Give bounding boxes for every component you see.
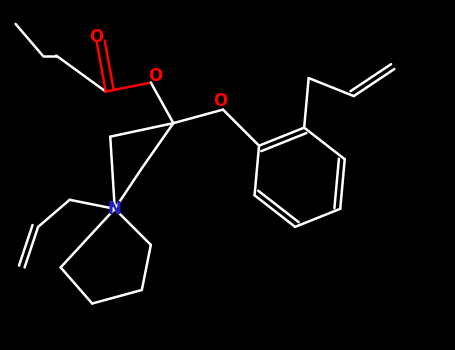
Text: O: O (213, 92, 228, 110)
Text: N: N (108, 200, 121, 218)
Text: O: O (148, 67, 162, 85)
Text: O: O (90, 28, 104, 47)
